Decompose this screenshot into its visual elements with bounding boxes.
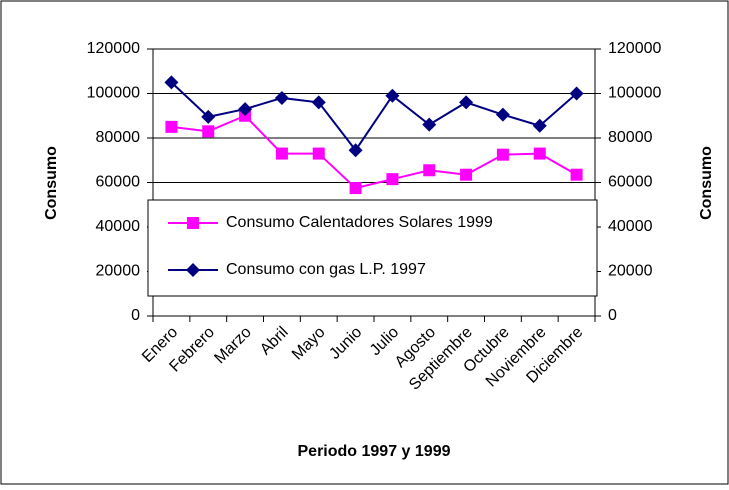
y2-tick-label: 40000 [608,218,653,235]
data-point [496,148,509,161]
y-axis-label: Consumo [43,146,60,220]
y2-tick-label: 120000 [608,40,661,57]
y2-tick-label: 0 [608,307,617,324]
legend-box [147,199,598,297]
x-axis-label: Periodo 1997 y 1999 [298,443,451,460]
data-point [238,102,253,117]
y-tick-label: 100000 [87,85,140,102]
data-point [311,95,326,110]
y-tick-label: 20000 [96,263,141,280]
y2-axis-label: Consumo [698,146,715,220]
data-point [569,86,584,101]
data-point [570,168,583,181]
data-point [495,107,510,122]
y-tick-label: 60000 [96,174,141,191]
y-tick-label: 120000 [87,40,140,57]
legend-label: Consumo con gas L.P. 1997 [226,261,426,278]
data-point [385,88,400,103]
data-point [275,147,288,160]
data-point [164,75,179,90]
data-point [165,120,178,133]
data-point [312,147,325,160]
data-point [348,143,363,158]
legend-marker [186,263,200,277]
data-point [201,109,216,124]
data-point [533,147,546,160]
data-point [459,95,474,110]
legend-marker [187,217,199,229]
y2-tick-label: 60000 [608,174,653,191]
y2-tick-label: 100000 [608,85,661,102]
data-point [460,168,473,181]
data-point [274,90,289,105]
data-point [532,118,547,133]
y-tick-label: 80000 [96,129,141,146]
data-point [349,182,362,195]
data-point [422,117,437,132]
data-point [423,164,436,177]
series-line [170,81,578,152]
y-tick-label: 0 [131,307,140,324]
legend-label: Consumo Calentadores Solares 1999 [226,214,493,231]
data-point [202,125,215,138]
y2-tick-label: 80000 [608,129,653,146]
data-point [386,173,399,186]
series-line [171,114,578,190]
y2-tick-label: 20000 [608,263,653,280]
y-tick-label: 40000 [96,218,141,235]
